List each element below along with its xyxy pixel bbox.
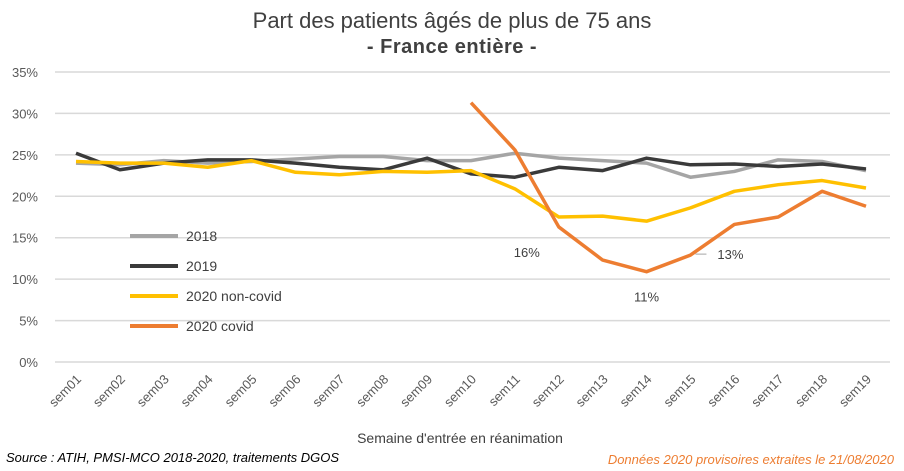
x-tick-label: sem08 <box>353 372 391 410</box>
x-tick-label: sem06 <box>265 372 303 410</box>
chart-subtitle: - France entière - <box>366 36 538 58</box>
data-label: 16% <box>514 245 540 260</box>
y-tick-label: 25% <box>12 148 38 163</box>
y-tick-label: 20% <box>12 189 38 204</box>
data-note: Données 2020 provisoires extraites le 21… <box>607 452 894 467</box>
x-tick-label: sem19 <box>836 372 874 410</box>
y-tick-label: 10% <box>12 272 38 287</box>
x-tick-label: sem04 <box>178 372 216 410</box>
x-tick-label: sem14 <box>616 372 654 410</box>
x-tick-label: sem12 <box>529 372 567 410</box>
series-line-2020-covid <box>469 101 867 274</box>
x-tick-label: sem15 <box>660 372 698 410</box>
data-label: 13% <box>717 247 743 262</box>
x-tick-label: sem07 <box>309 372 347 410</box>
y-tick-label: 15% <box>12 231 38 246</box>
legend-label: 2018 <box>186 228 217 244</box>
x-tick-label: sem18 <box>792 372 830 410</box>
legend-label: 2019 <box>186 258 217 274</box>
y-tick-label: 5% <box>19 314 38 329</box>
x-tick-label: sem05 <box>221 372 259 410</box>
source-note: Source : ATIH, PMSI-MCO 2018-2020, trait… <box>6 450 340 465</box>
x-tick-label: sem01 <box>46 372 84 410</box>
x-tick-label: sem09 <box>397 372 435 410</box>
y-tick-label: 35% <box>12 65 38 80</box>
chart-title: Part des patients âgés de plus de 75 ans <box>252 8 652 33</box>
x-tick-label: sem03 <box>134 372 172 410</box>
x-tick-label: sem11 <box>485 372 523 410</box>
x-tick-label: sem16 <box>704 372 742 410</box>
x-tick-label: sem02 <box>90 372 128 410</box>
x-tick-label: sem17 <box>748 372 786 410</box>
x-tick-label: sem10 <box>441 372 479 410</box>
x-axis-title: Semaine d'entrée en réanimation <box>357 430 563 446</box>
x-tick-label: sem13 <box>573 372 611 410</box>
legend-label: 2020 non-covid <box>186 288 282 304</box>
y-tick-label: 30% <box>12 106 38 121</box>
legend-label: 2020 covid <box>186 318 254 334</box>
data-label: 11% <box>634 290 659 305</box>
y-tick-label: 0% <box>19 355 38 370</box>
